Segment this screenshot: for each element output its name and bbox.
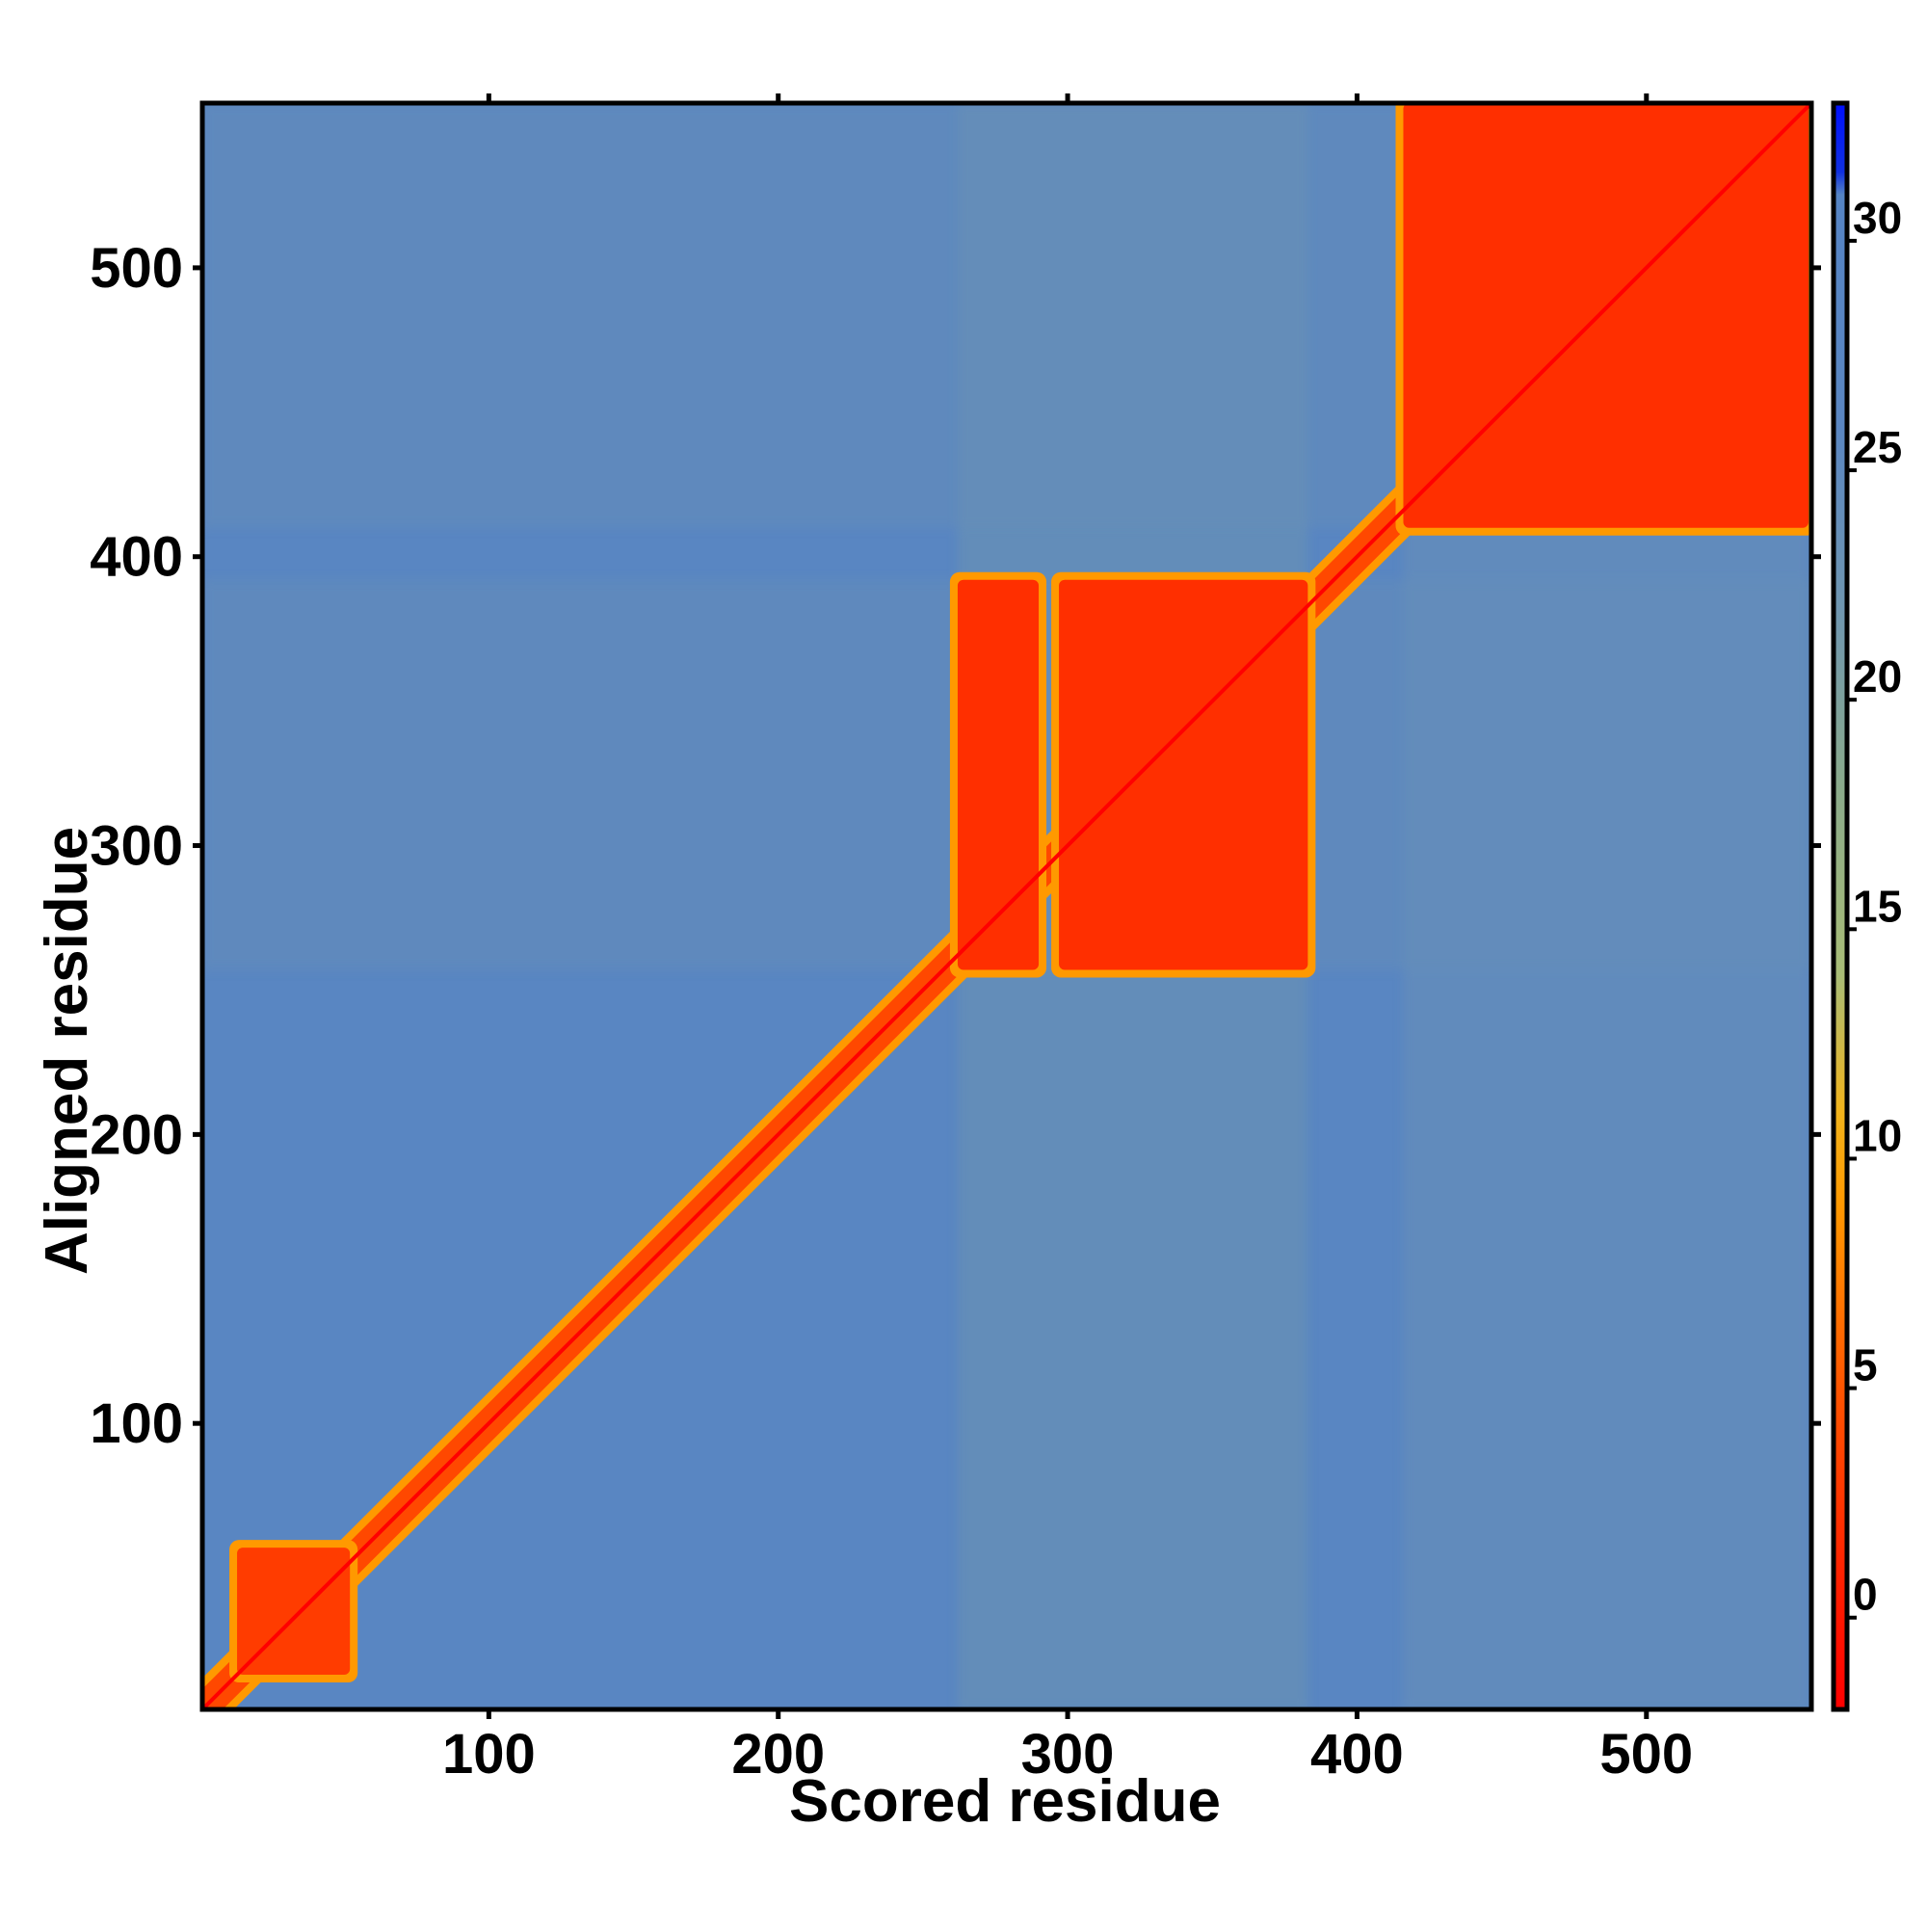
colorbar-tick-label: 30: [1853, 193, 1902, 243]
colorbar-tick-label: 0: [1853, 1570, 1878, 1620]
x-tick-label: 400: [1310, 1723, 1404, 1786]
colorbar: [1831, 100, 1850, 1712]
x-tick-label: 100: [442, 1723, 536, 1786]
x-tick-label: 300: [1021, 1723, 1115, 1786]
colorbar-tick-label: 5: [1853, 1340, 1878, 1390]
y-axis: 100 200 300 400 500: [90, 237, 1821, 1455]
y-tick-label: 500: [90, 237, 183, 300]
heatmap-area: [202, 103, 1811, 1709]
x-tick-label: 200: [731, 1723, 825, 1786]
y-tick-label: 400: [90, 526, 183, 589]
colorbar-tick-label: 20: [1853, 651, 1902, 701]
x-axis-title: Scored residue: [789, 1768, 1221, 1835]
y-tick-label: 300: [90, 815, 183, 878]
x-tick-label: 500: [1599, 1723, 1693, 1786]
plot-frame: [199, 100, 1814, 1712]
colorbar-tick-label: 15: [1853, 881, 1902, 931]
heatmap-block: [957, 579, 1040, 970]
y-tick-label: 200: [90, 1103, 183, 1166]
heatmap-diagonal-core: [202, 103, 1811, 1709]
x-axis: 100 200 300 400 500: [442, 93, 1693, 1786]
heatmap-block: [237, 1548, 351, 1676]
colorbar-ticks: 0 5 10 15 20 25 30: [1847, 193, 1902, 1620]
colorbar-tick-label: 25: [1853, 422, 1902, 472]
y-axis-title: Aligned residue: [34, 827, 100, 1275]
colorbar-tick-label: 10: [1853, 1110, 1902, 1160]
heatmap-block: [1059, 579, 1308, 970]
y-tick-label: 100: [90, 1392, 183, 1455]
